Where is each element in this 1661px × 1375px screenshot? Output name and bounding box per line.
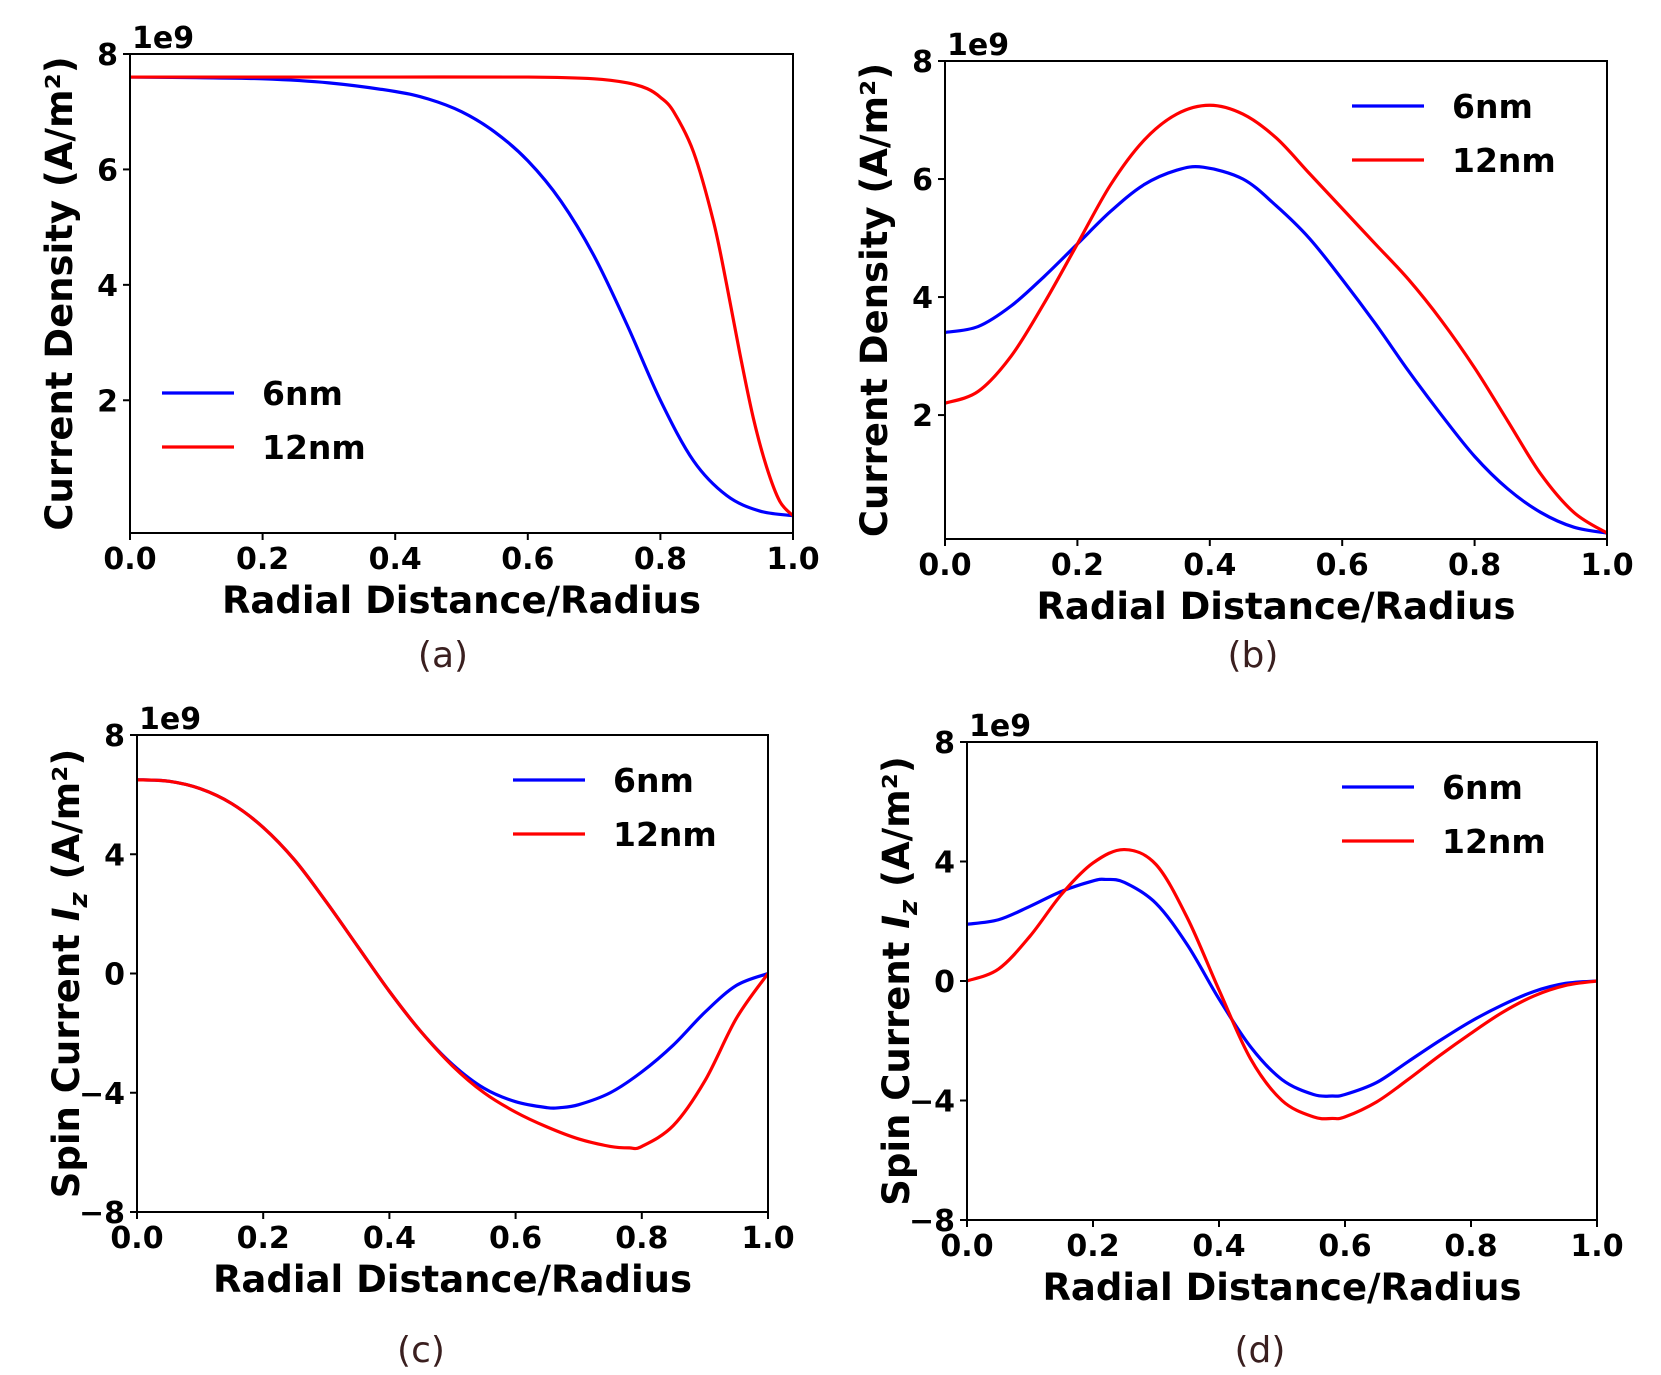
legend-label-12nm: 12nm [1452,141,1556,180]
series-line-12nm [130,75,793,518]
legend-label-12nm: 12nm [613,815,717,854]
y-tick-label: 0 [104,958,125,993]
legend: 6nm 12nm [1352,87,1556,180]
y-tick-label: 4 [934,846,955,881]
y-tick-label: 8 [934,726,955,761]
panel-c: 0.0 0.2 0.4 0.6 0.8 1.0 −8 −4 0 4 8 1e9 Radial Dista… [45,702,795,1371]
panel-caption: (a) [418,635,468,676]
y-tick-label: 4 [97,269,118,304]
panel-a: 0.0 0.2 0.4 0.6 0.8 1.0 2 4 6 8 1e9 Radial Distance… [38,21,820,676]
plot-frame [944,60,1608,540]
x-tick-label: 0.8 [615,1221,668,1256]
y-axis-label: Spin Current Iz (A/m²) [875,756,924,1206]
x-tick-label: 1.0 [741,1221,794,1256]
legend-label-6nm: 6nm [262,374,343,413]
x-tick-label: 0.8 [1444,1229,1497,1264]
y-tick-label: 6 [97,153,118,188]
y-axis-label-suffix: (A/m²) [875,756,918,900]
y-axis-label: Current Density (A/m²) [38,56,81,530]
legend-label-12nm: 12nm [1442,822,1546,861]
x-tick-label: 0.2 [1051,548,1104,583]
y-axis-label-variable: I [45,907,88,921]
x-tick-label: 0.2 [1066,1229,1119,1264]
x-tick-label: 0.0 [918,548,971,583]
y-axis-label: Spin Current Iz (A/m²) [45,749,94,1199]
y-axis-label-prefix: Spin Current [45,921,88,1198]
legend: 6nm 12nm [1342,768,1546,861]
legend-label-6nm: 6nm [1442,768,1523,807]
series-line-6nm [967,877,1597,1098]
x-axis-label: Radial Distance/Radius [222,579,701,622]
y-tick-label: 2 [97,384,118,419]
y-tick-label: 8 [912,45,933,80]
x-tick-label: 0.8 [1448,548,1501,583]
y-axis-label: Current Density (A/m²) [853,63,896,537]
y-tick-label: 0 [934,965,955,1000]
y-tick-label: 8 [97,38,118,73]
x-tick-label: 0.6 [1318,1229,1371,1264]
x-tick-label: 1.0 [1580,548,1633,583]
x-tick-label: 0.8 [634,542,687,577]
y-tick-label: −4 [79,1077,125,1112]
x-tick-label: 0.6 [1316,548,1369,583]
x-tick-label: 1.0 [1570,1229,1623,1264]
x-tick-label: 0.2 [236,542,289,577]
y-axis-label-suffix: (A/m²) [45,749,88,893]
panel-d: 0.0 0.2 0.4 0.6 0.8 1.0 −8 −4 0 4 8 1e9 Radial Dista… [875,709,1624,1371]
y-tick-label: 6 [912,163,933,198]
panel-caption: (b) [1228,635,1279,676]
y-tick-label: −4 [909,1085,955,1120]
x-tick-label: 0.0 [103,542,156,577]
y-axis-label-variable: I [875,915,918,929]
plot-frame [129,53,794,534]
legend-label-12nm: 12nm [262,428,366,467]
panel-b: 0.0 0.2 0.4 0.6 0.8 1.0 2 4 6 8 1e9 Radial Distance… [853,28,1634,676]
x-axis-label: Radial Distance/Radius [1042,1266,1521,1309]
x-tick-label: 0.2 [237,1221,290,1256]
y-tick-label: 4 [104,838,125,873]
y-tick-label: −8 [79,1196,125,1231]
axis-offset-text: 1e9 [132,21,194,56]
panel-caption: (c) [397,1330,445,1371]
series-line-6nm [945,165,1607,535]
legend-label-6nm: 6nm [1452,87,1533,126]
y-axis-label-subscript: z [64,891,94,908]
x-tick-label: 0.6 [501,542,554,577]
x-tick-label: 0.6 [489,1221,542,1256]
x-tick-label: 0.4 [363,1221,416,1256]
series-line-6nm [130,75,793,518]
legend-label-6nm: 6nm [613,761,694,800]
x-tick-label: 0.4 [369,542,422,577]
x-tick-label: 0.0 [110,1221,163,1256]
y-tick-label: 4 [912,281,933,316]
x-axis-label: Radial Distance/Radius [213,1258,692,1301]
x-tick-label: 0.0 [940,1229,993,1264]
plot-frame [136,734,769,1213]
y-tick-label: 8 [104,719,125,754]
x-tick-label: 0.4 [1192,1229,1245,1264]
x-tick-label: 1.0 [766,542,819,577]
legend: 6nm 12nm [162,374,366,467]
series-line-12nm [967,847,1597,1121]
axis-offset-text: 1e9 [969,709,1031,744]
x-tick-label: 0.4 [1183,548,1236,583]
axis-offset-text: 1e9 [947,28,1009,63]
y-axis-label-prefix: Spin Current [875,929,918,1206]
plot-frame [966,741,1598,1221]
series-line-12nm [137,778,768,1151]
legend: 6nm 12nm [513,761,717,854]
y-axis-label-subscript: z [894,899,924,916]
axis-offset-text: 1e9 [139,702,201,737]
x-axis-label: Radial Distance/Radius [1036,585,1515,628]
panel-caption: (d) [1235,1330,1286,1371]
series-line-12nm [945,103,1607,535]
y-tick-label: 2 [912,399,933,434]
y-tick-label: −8 [909,1204,955,1239]
